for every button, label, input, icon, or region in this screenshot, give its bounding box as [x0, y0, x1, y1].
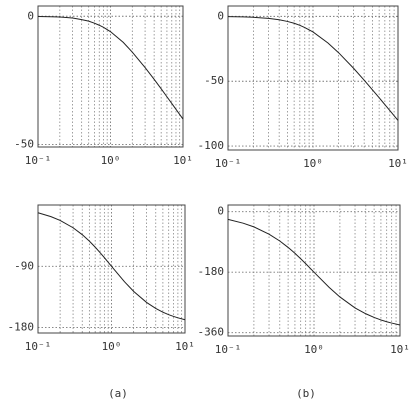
y-tick-label: -50 [204, 74, 224, 87]
y-tick-label: 0 [217, 205, 224, 218]
x-tick-label: 10⁰ [102, 340, 122, 353]
y-tick-label: -50 [14, 137, 34, 150]
x-tick-label: 10⁰ [101, 154, 121, 167]
caption: (b) [296, 387, 316, 400]
y-tick-label: -100 [198, 139, 225, 152]
line [37, 16, 184, 120]
x-tick-label: 10⁰ [304, 343, 324, 356]
line [227, 16, 399, 121]
panel: 10⁻¹ 10⁰ 10¹ 0 -50 -100 [198, 5, 408, 170]
x-tick-label: 10¹ [173, 154, 193, 167]
y-tick-label: 0 [27, 9, 34, 22]
panel: 10⁻¹ 10⁰ 10¹ 0 -50 [14, 5, 193, 167]
panel: 10⁻¹ 10⁰ 10¹ 0 -180 -360 [198, 204, 409, 356]
plot-frame [37, 204, 186, 334]
y-tick-label: 0 [217, 9, 224, 22]
x-tick-label: 10¹ [390, 343, 409, 356]
plot-frame [37, 5, 184, 148]
plot-frame [227, 5, 399, 151]
x-tick-label: 10⁻¹ [215, 343, 242, 356]
x-tick-label: 10¹ [175, 340, 195, 353]
caption: (a) [108, 387, 128, 400]
x-tick-label: 10⁻¹ [215, 157, 242, 170]
panel: 10⁻¹ 10⁰ 10¹ -90 -180 [8, 204, 195, 353]
x-tick-label: 10¹ [388, 157, 408, 170]
y-tick-label: -180 [8, 321, 35, 334]
x-tick-label: 10⁰ [303, 157, 323, 170]
x-tick-label: 10⁻¹ [25, 154, 52, 167]
x-tick-label: 10⁻¹ [25, 340, 52, 353]
line [37, 212, 186, 321]
line [227, 218, 401, 326]
y-tick-label: -180 [198, 265, 225, 278]
y-tick-label: -360 [198, 326, 225, 339]
y-tick-label: -90 [14, 259, 34, 272]
plot-frame [227, 204, 401, 337]
